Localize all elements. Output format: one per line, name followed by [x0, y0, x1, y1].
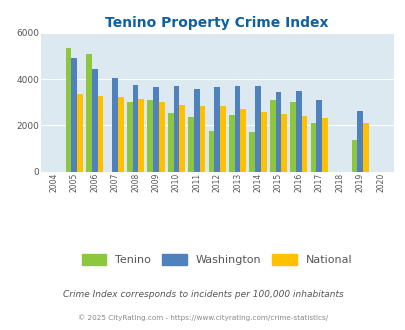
Bar — [214, 86, 220, 172]
Bar — [301, 116, 307, 172]
Text: Crime Index corresponds to incidents per 100,000 inhabitants: Crime Index corresponds to incidents per… — [62, 290, 343, 299]
Bar — [97, 96, 103, 172]
Bar — [351, 140, 356, 172]
Bar — [269, 100, 275, 172]
Bar — [208, 131, 214, 172]
Bar — [71, 58, 77, 172]
Bar — [249, 132, 255, 172]
Bar — [260, 112, 266, 172]
Bar — [194, 89, 199, 172]
Bar — [240, 109, 245, 172]
Bar — [147, 100, 153, 172]
Bar — [92, 69, 97, 172]
Bar — [295, 91, 301, 172]
Bar — [179, 105, 185, 172]
Bar — [77, 93, 83, 172]
Bar — [112, 78, 118, 172]
Bar — [188, 116, 194, 172]
Bar — [153, 86, 158, 172]
Bar — [356, 111, 362, 172]
Bar — [228, 115, 234, 172]
Bar — [66, 48, 71, 172]
Bar — [199, 106, 205, 172]
Bar — [138, 99, 144, 172]
Bar — [118, 97, 124, 172]
Bar — [234, 86, 240, 172]
Bar — [255, 86, 260, 172]
Bar — [321, 117, 327, 172]
Bar — [220, 106, 225, 172]
Bar — [132, 85, 138, 172]
Bar — [275, 92, 281, 172]
Bar — [167, 113, 173, 172]
Text: © 2025 CityRating.com - https://www.cityrating.com/crime-statistics/: © 2025 CityRating.com - https://www.city… — [78, 314, 327, 321]
Bar — [158, 102, 164, 172]
Title: Tenino Property Crime Index: Tenino Property Crime Index — [105, 16, 328, 30]
Bar — [281, 114, 286, 172]
Bar — [362, 123, 368, 172]
Bar — [127, 102, 132, 172]
Legend: Tenino, Washington, National: Tenino, Washington, National — [77, 249, 356, 270]
Bar — [173, 86, 179, 172]
Bar — [290, 102, 295, 172]
Bar — [310, 123, 315, 172]
Bar — [86, 54, 92, 172]
Bar — [315, 100, 321, 172]
